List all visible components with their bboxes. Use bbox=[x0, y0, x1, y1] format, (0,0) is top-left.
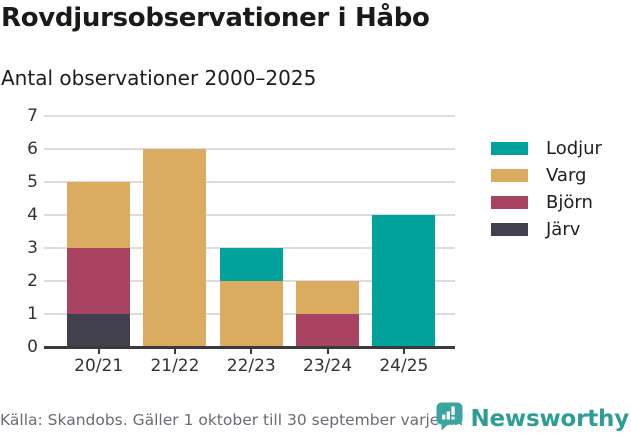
x-axis-baseline bbox=[44, 346, 455, 349]
legend-label-järv: Järv bbox=[546, 219, 581, 240]
legend-label-lodjur: Lodjur bbox=[546, 138, 602, 159]
bar-segment-järv-20/21 bbox=[67, 314, 131, 347]
y-axis-tick-label: 0 bbox=[27, 337, 38, 357]
legend-item-björn: Björn bbox=[491, 189, 602, 216]
bar-segment-varg-23/24 bbox=[296, 281, 360, 314]
legend-item-järv: Järv bbox=[491, 216, 602, 243]
bar-segment-varg-21/22 bbox=[143, 149, 207, 347]
gridline-y5 bbox=[44, 181, 455, 183]
newsworthy-logo-icon bbox=[436, 402, 463, 435]
y-axis-tick-label: 3 bbox=[27, 238, 38, 258]
bar-segment-varg-20/21 bbox=[67, 182, 131, 248]
bar-segment-björn-23/24 bbox=[296, 314, 360, 347]
source-note: Källa: Skandobs. Gäller 1 oktober till 3… bbox=[0, 411, 464, 429]
legend-swatch-lodjur bbox=[491, 142, 528, 155]
x-axis-category-label: 22/23 bbox=[226, 356, 276, 376]
chart-subtitle: Antal observationer 2000–2025 bbox=[1, 66, 317, 90]
bar-segment-lodjur-24/25 bbox=[372, 215, 436, 347]
legend-swatch-järv bbox=[491, 223, 528, 236]
y-axis-tick-label: 2 bbox=[27, 271, 38, 291]
x-axis-category-label: 23/24 bbox=[303, 356, 353, 376]
bar-segment-björn-20/21 bbox=[67, 248, 131, 314]
x-axis-category-label: 24/25 bbox=[379, 356, 429, 376]
gridline-y6 bbox=[44, 148, 455, 150]
y-axis-tick-label: 7 bbox=[27, 106, 38, 126]
x-axis-tick-mark bbox=[97, 348, 100, 354]
chart-legend: Lodjur Varg Björn Järv bbox=[491, 135, 602, 243]
x-axis-tick-mark bbox=[402, 348, 405, 354]
x-axis-tick-mark bbox=[326, 348, 329, 354]
gridline-y4 bbox=[44, 214, 455, 216]
legend-label-björn: Björn bbox=[546, 192, 593, 213]
legend-item-lodjur: Lodjur bbox=[491, 135, 602, 162]
y-axis-tick-label: 1 bbox=[27, 304, 38, 324]
y-axis-tick-label: 6 bbox=[27, 139, 38, 159]
bar-segment-varg-22/23 bbox=[219, 281, 283, 347]
newsworthy-brand: Newsworthy bbox=[436, 402, 629, 435]
legend-label-varg: Varg bbox=[546, 165, 587, 186]
x-axis-tick-mark bbox=[173, 348, 176, 354]
y-axis-tick-label: 5 bbox=[27, 172, 38, 192]
x-axis-tick-mark bbox=[250, 348, 253, 354]
y-axis-tick-label: 4 bbox=[27, 205, 38, 225]
chart-title: Rovdjursobservationer i Håbo bbox=[1, 3, 430, 33]
legend-swatch-björn bbox=[491, 196, 528, 209]
legend-item-varg: Varg bbox=[491, 162, 602, 189]
bar-segment-lodjur-22/23 bbox=[219, 248, 283, 281]
x-axis-category-label: 20/21 bbox=[74, 356, 124, 376]
legend-swatch-varg bbox=[491, 169, 528, 182]
newsworthy-brand-name: Newsworthy bbox=[470, 405, 629, 432]
gridline-y7 bbox=[44, 115, 455, 117]
x-axis-category-label: 21/22 bbox=[150, 356, 200, 376]
